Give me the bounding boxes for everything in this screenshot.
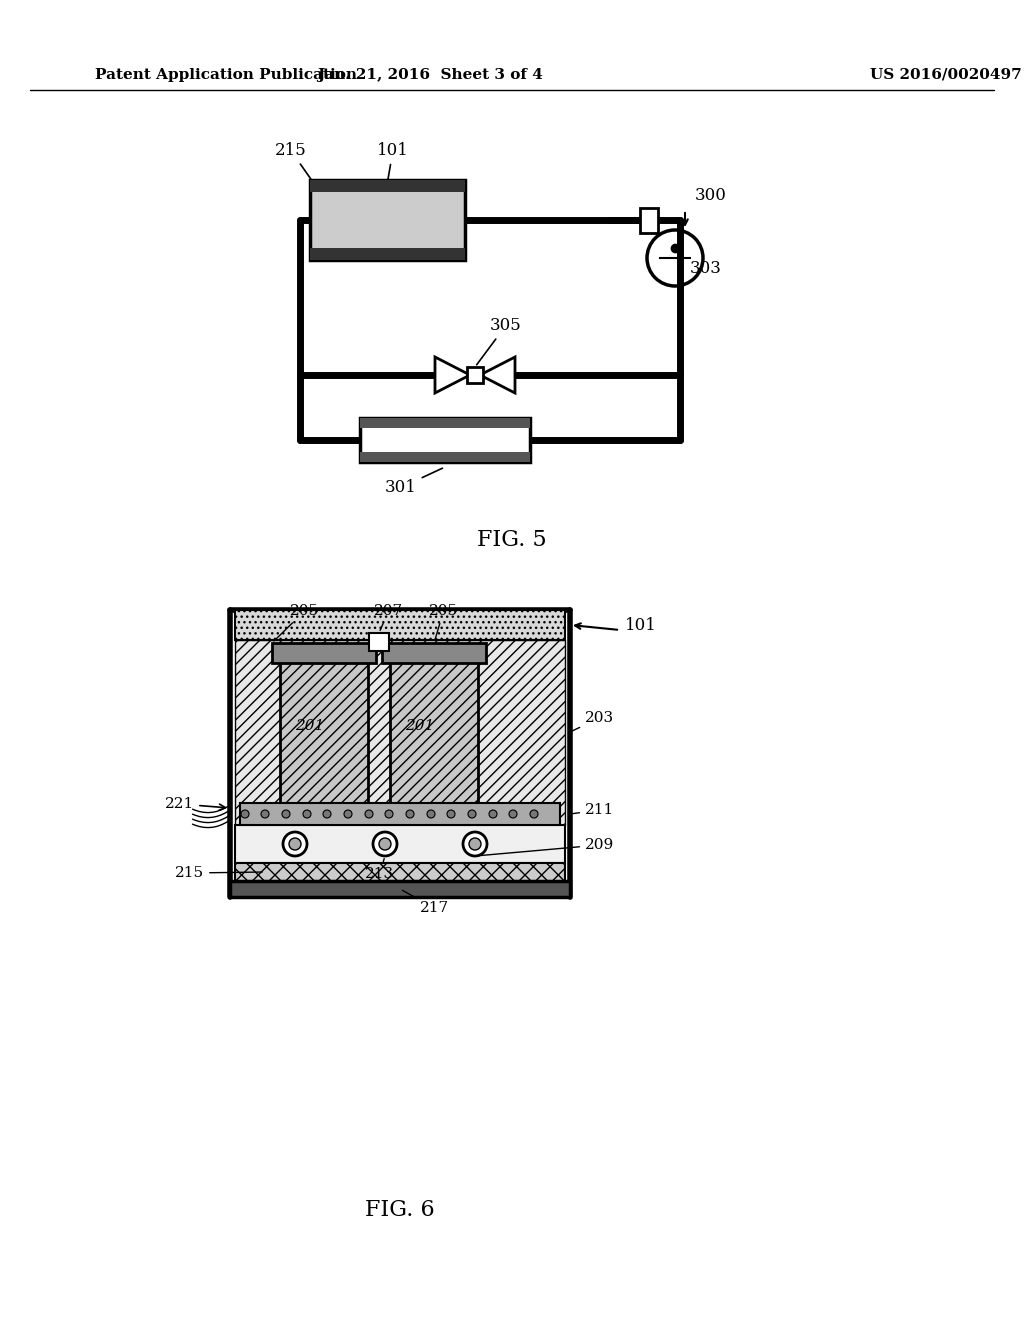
Text: 211: 211 <box>572 803 614 817</box>
Bar <box>234 825 565 863</box>
Circle shape <box>241 810 249 818</box>
Circle shape <box>463 832 487 855</box>
Circle shape <box>530 810 538 818</box>
Polygon shape <box>480 356 515 393</box>
Circle shape <box>427 810 435 818</box>
Bar <box>234 863 565 880</box>
Bar <box>360 418 530 428</box>
Circle shape <box>303 810 311 818</box>
Bar <box>240 803 560 825</box>
Bar <box>640 209 658 234</box>
Text: FIG. 5: FIG. 5 <box>477 529 547 550</box>
Circle shape <box>489 810 497 818</box>
Bar <box>234 640 565 825</box>
Text: 305: 305 <box>476 317 522 364</box>
Circle shape <box>468 810 476 818</box>
Circle shape <box>283 832 307 855</box>
Text: 209: 209 <box>478 838 614 855</box>
Bar <box>360 418 530 462</box>
Text: Patent Application Publication: Patent Application Publication <box>95 69 357 82</box>
Text: 301: 301 <box>385 469 442 496</box>
Bar <box>272 643 376 663</box>
Circle shape <box>261 810 269 818</box>
Circle shape <box>447 810 455 818</box>
Circle shape <box>406 810 414 818</box>
Text: 205: 205 <box>274 605 319 642</box>
Polygon shape <box>435 356 470 393</box>
Text: 213: 213 <box>365 858 394 880</box>
Text: Jan. 21, 2016  Sheet 3 of 4: Jan. 21, 2016 Sheet 3 of 4 <box>317 69 543 82</box>
Text: US 2016/0020497 A1: US 2016/0020497 A1 <box>870 69 1024 82</box>
Circle shape <box>379 838 391 850</box>
Circle shape <box>469 838 481 850</box>
Circle shape <box>373 832 397 855</box>
Bar <box>234 610 565 640</box>
Bar <box>369 634 389 651</box>
Circle shape <box>323 810 331 818</box>
Text: 217: 217 <box>402 890 450 915</box>
Text: 215: 215 <box>175 866 262 880</box>
Text: 205: 205 <box>429 605 458 640</box>
Bar <box>310 180 465 191</box>
Text: 303: 303 <box>690 260 722 277</box>
Text: 201: 201 <box>295 719 325 733</box>
Bar <box>467 367 483 383</box>
Text: FIG. 6: FIG. 6 <box>366 1199 435 1221</box>
Text: 207: 207 <box>374 605 403 631</box>
Bar <box>310 180 465 260</box>
Bar <box>390 657 478 803</box>
Circle shape <box>289 838 301 850</box>
Bar <box>360 451 530 462</box>
Circle shape <box>385 810 393 818</box>
Text: 201: 201 <box>406 719 434 733</box>
Bar <box>310 248 465 260</box>
Circle shape <box>344 810 352 818</box>
Text: 215: 215 <box>275 143 313 182</box>
Text: 221: 221 <box>165 797 225 810</box>
Circle shape <box>509 810 517 818</box>
Text: 101: 101 <box>625 616 656 634</box>
Text: 203: 203 <box>572 711 614 731</box>
Circle shape <box>282 810 290 818</box>
Circle shape <box>365 810 373 818</box>
Text: 101: 101 <box>377 143 409 182</box>
Bar <box>280 657 368 803</box>
Bar <box>382 643 486 663</box>
Bar <box>230 880 570 898</box>
Text: 300: 300 <box>695 187 727 205</box>
